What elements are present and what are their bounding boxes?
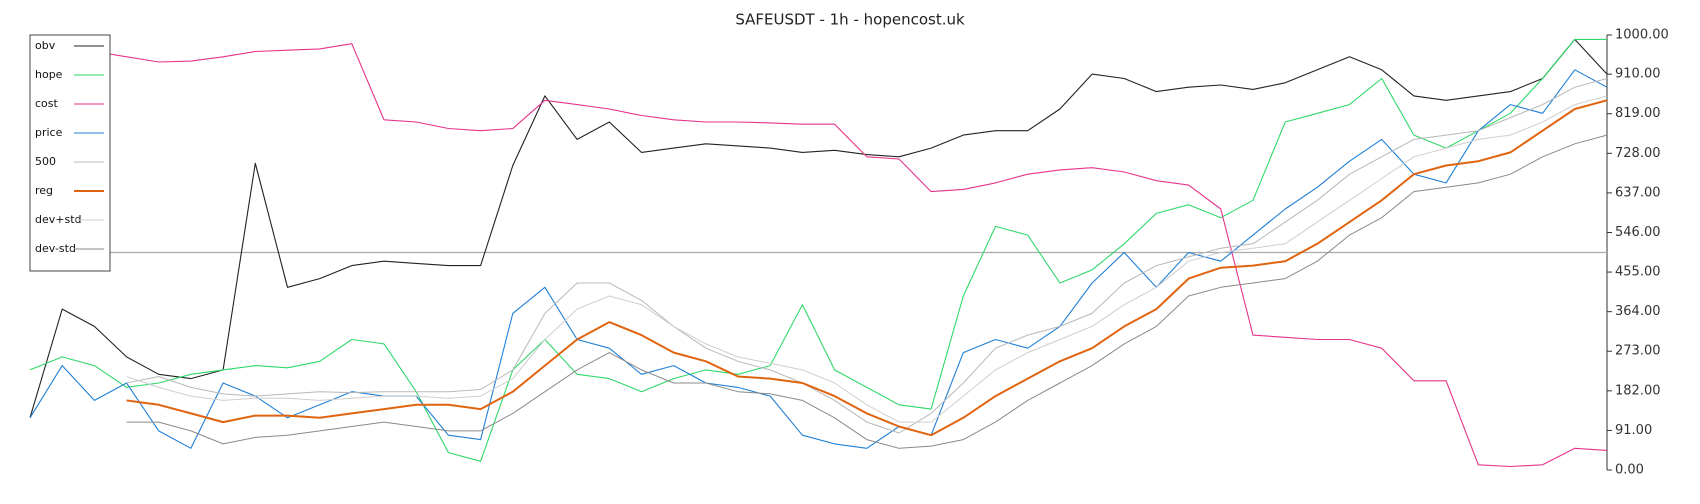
legend-label: hope: [35, 68, 63, 81]
series-line: [126, 134, 1608, 449]
y-tick-label: 728.00: [1615, 146, 1661, 161]
y-tick-label: 546.00: [1615, 225, 1661, 240]
series-line: [94, 43, 1608, 468]
y-tick-label: 1000.00: [1615, 28, 1669, 43]
legend-box: [29, 34, 111, 272]
legend-label: obv: [35, 39, 56, 52]
legend-label: cost: [35, 97, 59, 110]
y-tick-label: 364.00: [1615, 304, 1661, 319]
series-line: [126, 78, 1608, 434]
series-line: [126, 99, 1608, 437]
y-tick-label: 819.00: [1615, 106, 1661, 121]
series-line: [126, 95, 1608, 423]
y-tick-label: 910.00: [1615, 67, 1661, 82]
y-tick-label: 455.00: [1615, 265, 1661, 280]
legend-label: price: [35, 126, 63, 139]
legend-label: 500: [35, 155, 56, 168]
legend-label: reg: [35, 184, 53, 197]
y-tick-label: 182.00: [1615, 383, 1661, 398]
legend: obv hope cost price 500 reg dev+std dev-std: [29, 34, 111, 272]
series-line: [29, 38, 1607, 462]
y-tick-label: 91.00: [1615, 423, 1652, 438]
y-tick-label: 637.00: [1615, 185, 1661, 200]
legend-label: dev-std: [35, 242, 76, 255]
y-tick-label: 273.00: [1615, 344, 1661, 359]
chart-title: SAFEUSDT - 1h - hopencost.uk: [735, 11, 965, 29]
legend-label: dev+std: [35, 213, 82, 226]
series-line: [29, 38, 1608, 418]
y-tick-label: 0.00: [1615, 463, 1644, 478]
